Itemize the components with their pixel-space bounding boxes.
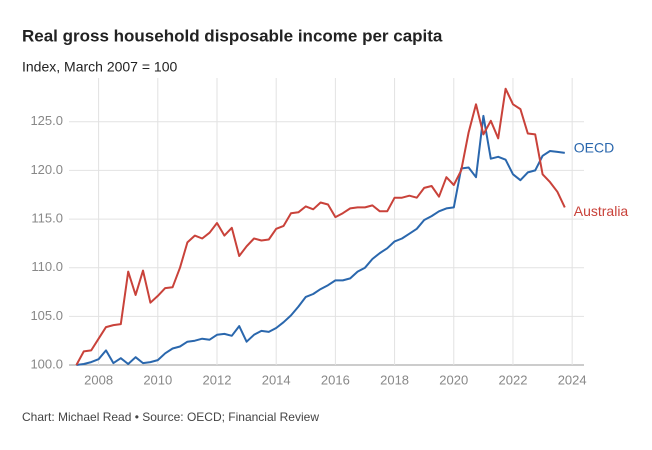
chart-title: Real gross household disposable income p… bbox=[22, 26, 443, 45]
legend-label: OECD bbox=[574, 140, 614, 156]
x-tick-label: 2022 bbox=[499, 372, 528, 387]
y-tick-label: 105.0 bbox=[30, 308, 63, 323]
line bbox=[76, 114, 565, 366]
y-tick-label: 115.0 bbox=[31, 211, 63, 226]
y-tick-label: 100.0 bbox=[30, 356, 63, 371]
chart-source: Chart: Michael Read • Source: OECD; Fina… bbox=[22, 410, 319, 424]
x-tick-label: 2024 bbox=[558, 372, 587, 387]
line bbox=[75, 87, 566, 366]
x-tick-label: 2020 bbox=[439, 372, 468, 387]
x-tick-label: 2008 bbox=[84, 372, 113, 387]
legend-label: Australia bbox=[574, 203, 629, 219]
x-tick-label: 2018 bbox=[380, 372, 409, 387]
x-tick-label: 2016 bbox=[321, 372, 350, 387]
chart-subtitle: Index, March 2007 = 100 bbox=[22, 59, 177, 75]
x-tick-label: 2014 bbox=[262, 372, 291, 387]
x-tick-label: 2010 bbox=[143, 372, 172, 387]
y-tick-label: 110.0 bbox=[31, 259, 63, 274]
y-tick-label: 125.0 bbox=[30, 113, 63, 128]
x-tick-label: 2012 bbox=[203, 372, 232, 387]
y-tick-label: 120.0 bbox=[30, 162, 63, 177]
